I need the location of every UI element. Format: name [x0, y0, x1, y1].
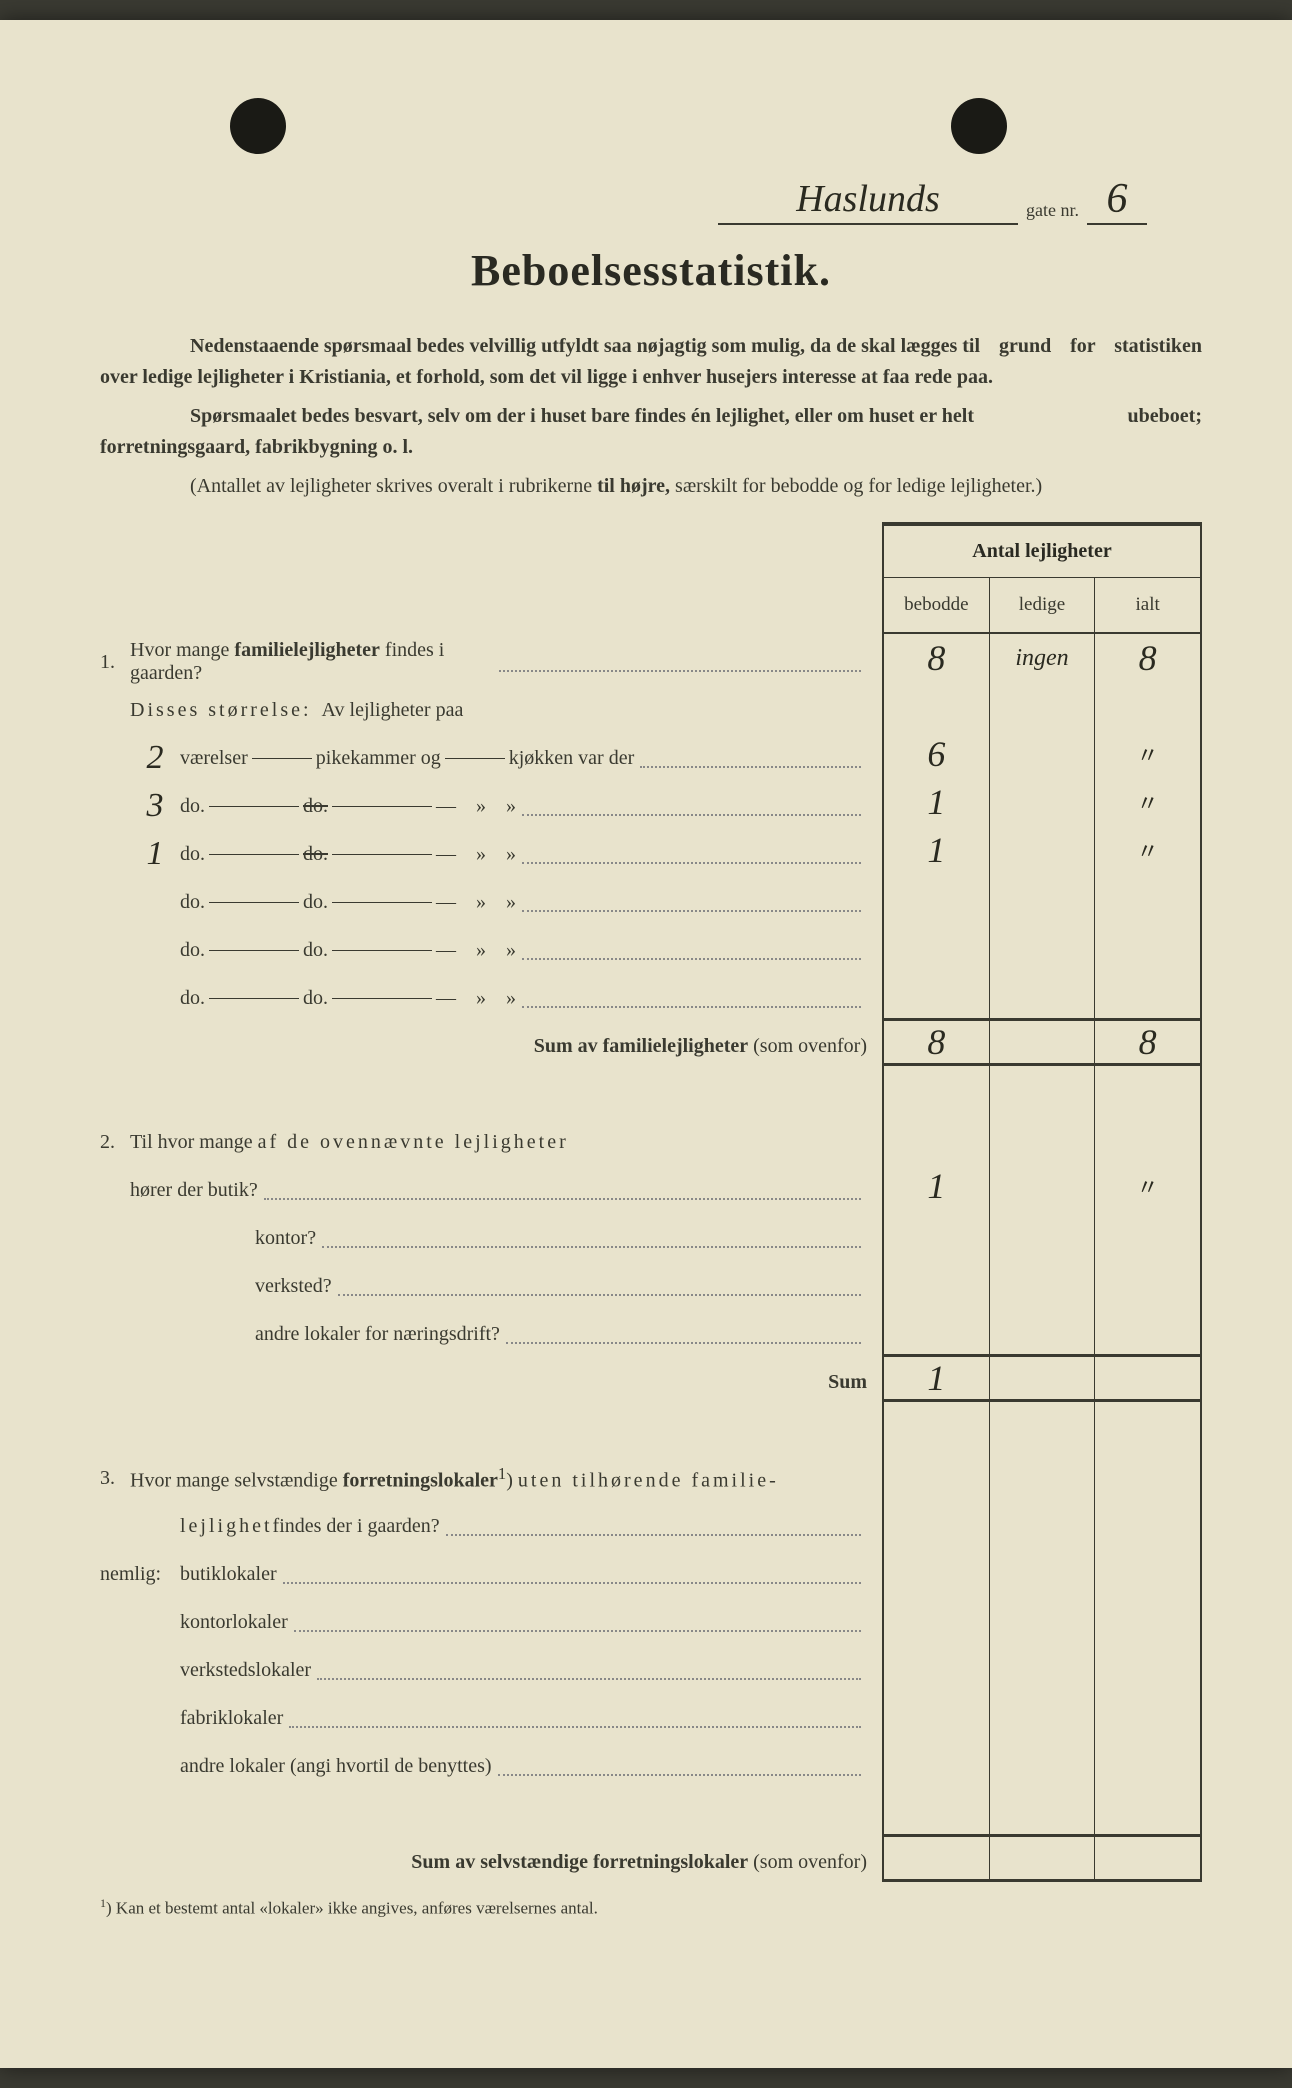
- q2-spaced: af de ovennævnte lejligheter: [258, 1131, 569, 1153]
- table-header-title: Antal lejligheter: [884, 526, 1200, 578]
- q2-andre: andre lokaler for næringsdrift?: [100, 1310, 867, 1358]
- intro-p1-lead: Nedenstaaende spørsmaal bedes velvillig …: [190, 335, 980, 357]
- q2-row-1: [882, 1210, 1202, 1258]
- q2-line1: 2. Til hvor mange af de ovennævnte lejli…: [100, 1118, 867, 1166]
- questions-column: 1. Hvor mange familielejligheter findes …: [100, 522, 882, 1886]
- q1-sum-bebodde: 8: [884, 1021, 990, 1063]
- q1-sum-ialt: 8: [1095, 1021, 1200, 1063]
- q1-spacer-row: [882, 682, 1202, 730]
- q1-rooms-0: 2: [130, 739, 180, 777]
- page-title: Beboelsesstatistik.: [100, 245, 1202, 296]
- q3-butik: nemlig: butiklokaler: [100, 1550, 867, 1598]
- footnote: 1) Kan et bestemt antal «lokaler» ikke a…: [100, 1896, 1202, 1919]
- q3-row-2: [882, 1546, 1202, 1594]
- q2-sum-label: Sum: [828, 1371, 867, 1393]
- q2-butik: hører der butik?: [100, 1166, 867, 1214]
- q3-sum-row: [882, 1834, 1202, 1882]
- q1-data-row-2: 1 〃: [882, 826, 1202, 874]
- punch-hole-left: [230, 98, 286, 154]
- punch-hole-right: [951, 98, 1007, 154]
- q3-sum-line: Sum av selvstændige forretningslokaler (…: [100, 1838, 867, 1886]
- intro-p3-body: lejligheter.): [951, 475, 1043, 497]
- street-name: Haslunds: [718, 177, 1018, 225]
- q3-row-4: [882, 1642, 1202, 1690]
- q1-sum-label: Sum av familielejligheter: [534, 1035, 748, 1057]
- q3-spacer: [882, 1402, 1202, 1450]
- q1-sum-note: (som ovenfor): [753, 1035, 867, 1057]
- q2-spacer2: [882, 1114, 1202, 1162]
- q3-sum-label: Sum av selvstændige forretningslokaler: [411, 1851, 748, 1873]
- table-header: Antal lejligheter bebodde ledige ialt: [882, 522, 1202, 634]
- q1-number: 1.: [100, 651, 130, 674]
- col-ledige: ledige: [990, 578, 1096, 632]
- q1-data-row-1: 1 〃: [882, 778, 1202, 826]
- q1-room-row-4: do. do. — » »: [100, 926, 867, 974]
- intro-p3-lead: (Antallet av lejligheter skrives overalt…: [100, 471, 946, 502]
- footnote-text: ) Kan et bestemt antal «lokaler» ikke an…: [106, 1899, 598, 1918]
- content-area: 1. Hvor mange familielejligheter findes …: [100, 522, 1202, 1886]
- intro-paragraph-2: Spørsmaalet bedes besvart, selv om der i…: [100, 401, 1202, 463]
- q2-row-3: [882, 1306, 1202, 1354]
- q1-rooms-1: 3: [130, 787, 180, 825]
- q3-row-5: [882, 1690, 1202, 1738]
- q2-sum-line: Sum: [100, 1358, 867, 1406]
- intro-p2-lead: Spørsmaalet bedes besvart, selv om der i…: [190, 405, 974, 427]
- q3-row-3: [882, 1594, 1202, 1642]
- q3-verksted: verkstedslokaler: [100, 1646, 867, 1694]
- q1-sum-line: Sum av familielejligheter (som ovenfor): [100, 1022, 867, 1070]
- intro-paragraph-3: (Antallet av lejligheter skrives overalt…: [100, 471, 1202, 502]
- q1-line: 1. Hvor mange familielejligheter findes …: [100, 638, 867, 686]
- q3-row-0: [882, 1450, 1202, 1498]
- q2-number: 2.: [100, 1131, 130, 1154]
- q3-number: 3.: [100, 1467, 130, 1490]
- q3-nemlig: nemlig:: [100, 1563, 180, 1586]
- col-bebodde: bebodde: [884, 578, 990, 632]
- q1-text: Hvor mange familielejligheter findes i g…: [130, 639, 493, 685]
- q3-andre: andre lokaler (angi hvortil de benyttes): [100, 1742, 867, 1790]
- q1-room-row-1: 3 do. do. — » »: [100, 782, 867, 830]
- intro-paragraph-1: Nedenstaaende spørsmaal bedes velvillig …: [100, 331, 1202, 393]
- q2-verksted: verksted?: [100, 1262, 867, 1310]
- table-column: Antal lejligheter bebodde ledige ialt 8 …: [882, 522, 1202, 1886]
- q1-room-row-0: 2 værelser pikekammer og kjøkken var der: [100, 734, 867, 782]
- q3-row-1: [882, 1498, 1202, 1546]
- gate-label: gate nr.: [1026, 200, 1079, 225]
- q2-sum-row: 1: [882, 1354, 1202, 1402]
- q1-disses: Disses størrelse: Av lejligheter paa: [100, 686, 867, 734]
- q1-room-row-2: 1 do. do. — » »: [100, 830, 867, 878]
- q1-room-row-3: do. do. — » »: [100, 878, 867, 926]
- q3-fabrik: fabriklokaler: [100, 1694, 867, 1742]
- q1-data-row-0: 6 〃: [882, 730, 1202, 778]
- q1-room-row-5: do. do. — » »: [100, 974, 867, 1022]
- q2-row-2: [882, 1258, 1202, 1306]
- q2-spacer: [882, 1066, 1202, 1114]
- q3-row-7: [882, 1786, 1202, 1834]
- q1-data-row-5: [882, 970, 1202, 1018]
- gate-number: 6: [1087, 175, 1147, 225]
- document-page: Haslunds gate nr. 6 Beboelsesstatistik. …: [0, 20, 1292, 2068]
- q1-avlej: Av lejligheter paa: [322, 699, 464, 721]
- q2-sum-bebodde: 1: [884, 1357, 990, 1399]
- q3-line2: lejlighet findes der i gaarden?: [100, 1502, 867, 1550]
- q3-sum-note: (som ovenfor): [753, 1851, 867, 1873]
- q3-row-6: [882, 1738, 1202, 1786]
- q1-rooms-2: 1: [130, 835, 180, 873]
- q3-kontor: kontorlokaler: [100, 1598, 867, 1646]
- q3-line1: 3. Hvor mange selvstændige forretningslo…: [100, 1454, 867, 1502]
- q2-kontor: kontor?: [100, 1214, 867, 1262]
- q1-sum-row: 8 8: [882, 1018, 1202, 1066]
- q2-row-0: 1 〃: [882, 1162, 1202, 1210]
- q1-main-ialt: 8: [1095, 634, 1200, 682]
- col-ialt: ialt: [1095, 578, 1200, 632]
- q1-main-row: 8 ingen 8: [882, 634, 1202, 682]
- q1-main-bebodde: 8: [884, 634, 990, 682]
- header-address: Haslunds gate nr. 6: [718, 175, 1147, 225]
- q1-data-row-4: [882, 922, 1202, 970]
- q1-sum-ledige: [990, 1021, 1096, 1063]
- q1-disses-label: Disses størrelse:: [130, 699, 312, 721]
- q1-main-ledige: ingen: [990, 634, 1096, 682]
- q1-data-row-3: [882, 874, 1202, 922]
- table-subheader: bebodde ledige ialt: [884, 578, 1200, 634]
